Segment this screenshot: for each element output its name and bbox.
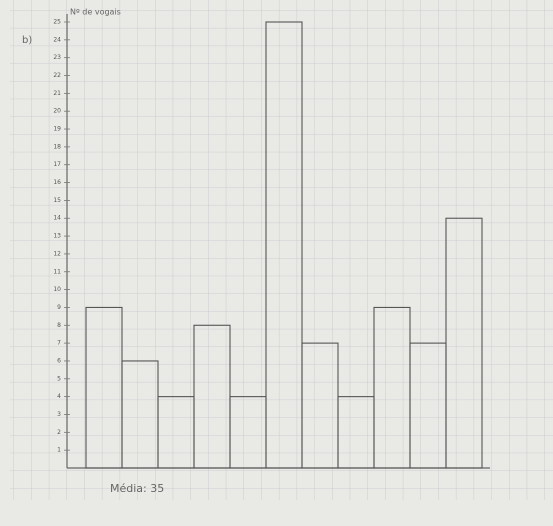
y-tick-label: 12 (53, 250, 61, 257)
y-tick-label: 23 (53, 54, 61, 61)
paper-grid (10, 0, 553, 500)
y-tick-label: 6 (57, 357, 61, 364)
chart-title: b) (22, 35, 32, 46)
y-tick-label: 5 (57, 375, 61, 382)
y-tick-label: 3 (57, 411, 61, 418)
bar (445, 217, 483, 469)
y-tick-label: 10 (53, 286, 61, 293)
y-tick-label: 4 (57, 393, 61, 400)
y-tick-label: 7 (57, 340, 61, 347)
y-tick-label: 19 (53, 126, 61, 133)
y-tick-label: 8 (57, 322, 61, 329)
y-axis-label: Nº de vogais (70, 8, 121, 17)
y-tick-label: 2 (57, 429, 61, 436)
y-tick-label: 11 (53, 268, 61, 275)
note: Média: 35 (110, 482, 164, 495)
y-tick-label: 20 (53, 108, 61, 115)
y-tick-label: 25 (53, 19, 61, 26)
y-tick-label: 24 (53, 36, 61, 43)
y-tick-label: 14 (53, 215, 61, 222)
y-tick-label: 21 (53, 90, 61, 97)
y-tick-label: 18 (53, 143, 61, 150)
y-tick-label: 15 (53, 197, 61, 204)
y-tick-label: 16 (53, 179, 61, 186)
y-tick-label: 17 (53, 161, 61, 168)
bar (265, 21, 303, 469)
y-tick-label: 9 (57, 304, 61, 311)
y-tick-label: 22 (53, 72, 61, 79)
y-tick-label: 1 (57, 447, 61, 454)
y-tick-label: 13 (53, 233, 61, 240)
